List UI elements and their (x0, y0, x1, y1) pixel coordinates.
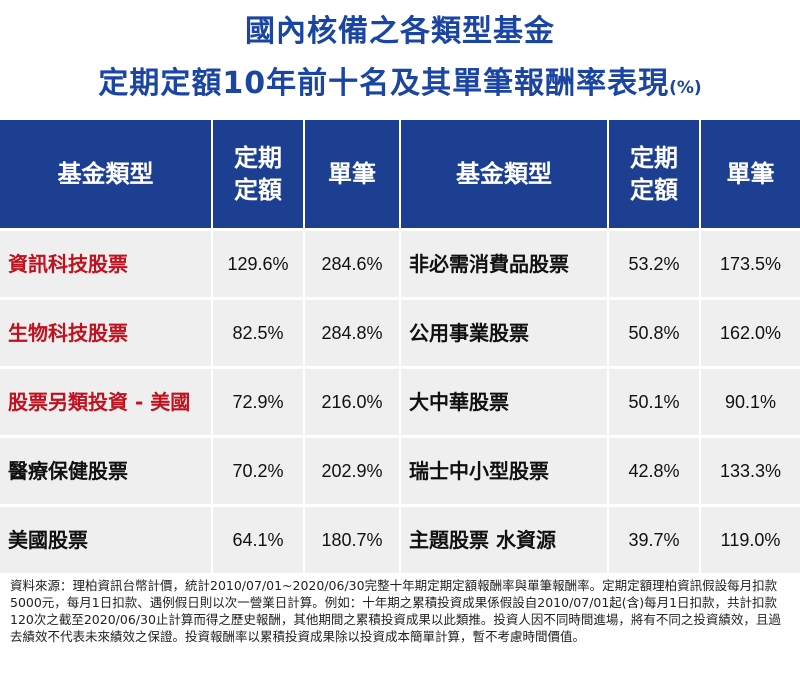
table-row: 美國股票 64.1% 180.7% 主題股票 水資源 39.7% 119.0% (0, 504, 800, 573)
page-title-line1: 國內核備之各類型基金 (245, 14, 555, 49)
left-lump-value: 180.7% (303, 504, 400, 573)
left-dca-value: 129.6% (211, 228, 304, 299)
right-dca-value: 42.8% (607, 435, 700, 506)
header-lump-left: 單筆 (303, 120, 400, 230)
header-fund-type-left: 基金類型 (0, 120, 212, 230)
right-dca-value: 50.8% (607, 297, 700, 368)
right-lump-value: 133.3% (699, 435, 800, 506)
left-lump-value: 284.8% (303, 297, 400, 368)
header-dca-right-line2: 定額 (630, 176, 678, 204)
left-dca-value: 82.5% (211, 297, 304, 368)
left-dca-value: 72.9% (211, 366, 304, 437)
header-dca-right: 定期 定額 (607, 120, 700, 230)
fund-returns-table: 基金類型 定期定額 單筆 基金類型 定期定額 單筆 資訊科技股票 129.6% … (0, 120, 800, 573)
table-row: 股票另類投資 - 美國 72.9% 216.0% 大中華股票 50.1% 90.… (0, 366, 800, 437)
right-lump-value: 173.5% (699, 228, 800, 299)
right-fund-name: 大中華股票 (399, 366, 608, 437)
table-row: 生物科技股票 82.5% 284.8% 公用事業股票 50.8% 162.0% (0, 297, 800, 368)
left-lump-value: 216.0% (303, 366, 400, 437)
right-dca-value: 39.7% (607, 504, 700, 573)
right-lump-value: 119.0% (699, 504, 800, 573)
left-lump-value: 202.9% (303, 435, 400, 506)
right-fund-name: 公用事業股票 (399, 297, 608, 368)
source-footnote: 資料來源：理柏資訊台幣計價，統計2010/07/01~2020/06/30完整十… (10, 578, 781, 644)
table-row: 資訊科技股票 129.6% 284.6% 非必需消費品股票 53.2% 173.… (0, 228, 800, 299)
header-dca-right-line1: 定期 (630, 144, 678, 172)
page-title-unit: (%) (669, 78, 702, 98)
page-title-line2: 定期定額10年前十名及其單筆報酬率表現(%) (0, 64, 800, 108)
table-row: 醫療保健股票 70.2% 202.9% 瑞士中小型股票 42.8% 133.3% (0, 435, 800, 506)
right-lump-value: 90.1% (699, 366, 800, 437)
left-lump-value: 284.6% (303, 228, 400, 299)
header-dca-left-line2: 定額 (234, 176, 282, 204)
left-fund-name: 生物科技股票 (0, 297, 212, 368)
right-fund-name: 非必需消費品股票 (399, 228, 608, 299)
left-dca-value: 70.2% (211, 435, 304, 506)
left-dca-value: 64.1% (211, 504, 304, 573)
right-fund-name: 主題股票 水資源 (399, 504, 608, 573)
left-fund-name: 美國股票 (0, 504, 212, 573)
header-lump-right: 單筆 (699, 120, 800, 230)
left-fund-name: 醫療保健股票 (0, 435, 212, 506)
left-fund-name: 股票另類投資 - 美國 (0, 366, 212, 437)
right-fund-name: 瑞士中小型股票 (399, 435, 608, 506)
right-dca-value: 50.1% (607, 366, 700, 437)
left-fund-name: 資訊科技股票 (0, 228, 212, 299)
header-dca-left: 定期 定額 (211, 120, 304, 230)
right-lump-value: 162.0% (699, 297, 800, 368)
header-dca-left-line1: 定期 (234, 144, 282, 172)
page-title-line2-text: 定期定額10年前十名及其單筆報酬率表現 (98, 66, 670, 101)
right-dca-value: 53.2% (607, 228, 700, 299)
table-header-row: 基金類型 定期定額 單筆 基金類型 定期定額 單筆 (0, 120, 800, 230)
header-fund-type-right: 基金類型 (399, 120, 608, 230)
